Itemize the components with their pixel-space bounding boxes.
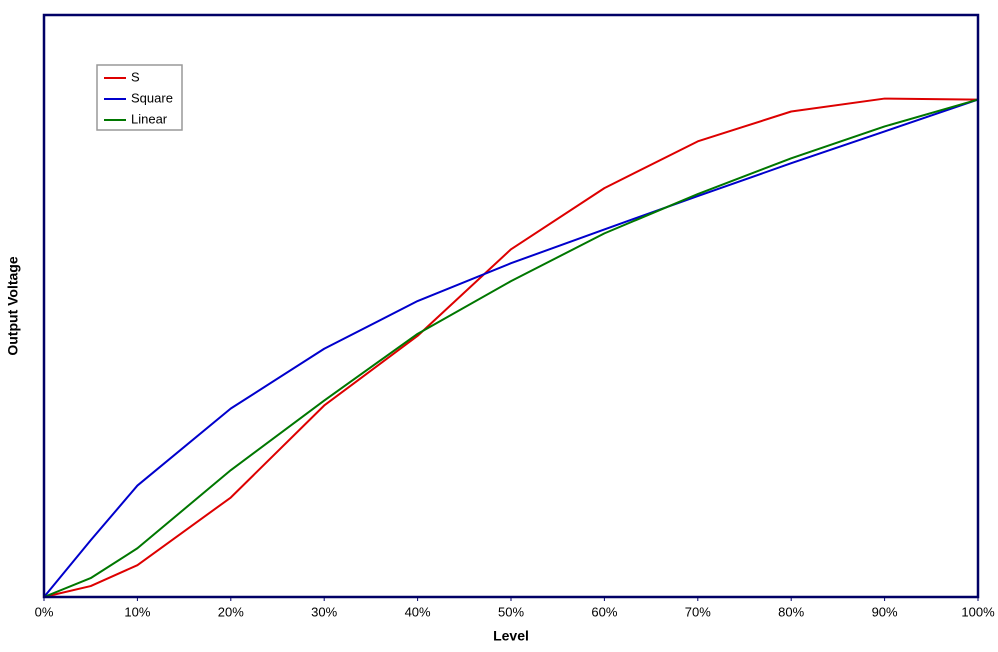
x-tick-label: 100%: [961, 604, 995, 619]
x-tick-label: 70%: [685, 604, 711, 619]
plot-frame: [42, 13, 980, 599]
x-tick-label: 50%: [498, 604, 524, 619]
series-line: [43, 98, 979, 598]
x-tick-label: 40%: [405, 604, 431, 619]
x-tick-label: 10%: [124, 604, 150, 619]
y-axis-title: Output Voltage: [5, 256, 21, 355]
legend-label: S: [131, 69, 140, 84]
x-axis-title: Level: [493, 628, 529, 644]
legend-label: Linear: [131, 111, 168, 126]
x-tick-label: 30%: [311, 604, 337, 619]
x-tick-label: 0%: [35, 604, 54, 619]
x-tick-label: 60%: [591, 604, 617, 619]
series-line: [43, 97, 979, 598]
x-tick-label: 80%: [778, 604, 804, 619]
x-tick-label: 20%: [218, 604, 244, 619]
x-tick-label: 90%: [872, 604, 898, 619]
legend-label: Square: [131, 90, 173, 105]
series-line: [43, 98, 979, 598]
